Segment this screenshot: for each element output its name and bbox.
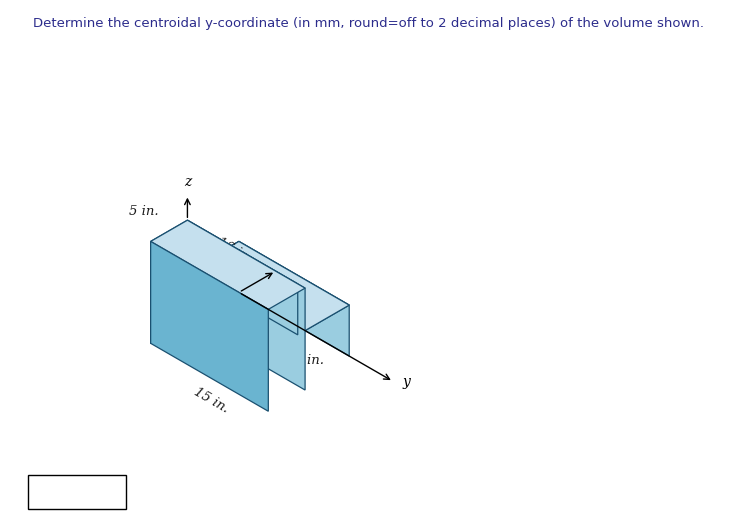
Text: x: x — [259, 264, 267, 278]
Bar — [28, 475, 126, 508]
Polygon shape — [150, 242, 239, 343]
Text: Determine the centroidal y-coordinate (in mm, round=off to 2 decimal places) of : Determine the centroidal y-coordinate (i… — [33, 17, 704, 30]
Polygon shape — [188, 220, 305, 390]
Text: z: z — [184, 175, 191, 189]
Polygon shape — [150, 242, 349, 356]
Text: 12 in.: 12 in. — [175, 331, 215, 361]
Polygon shape — [188, 220, 298, 335]
Polygon shape — [188, 242, 349, 335]
Text: 16 in.: 16 in. — [215, 235, 254, 265]
Polygon shape — [239, 242, 349, 356]
Text: 6 in.: 6 in. — [213, 252, 226, 282]
Text: y: y — [402, 374, 410, 389]
Text: 5 in.: 5 in. — [129, 205, 159, 218]
Text: 15 in.: 15 in. — [191, 385, 230, 416]
Text: 12 in.: 12 in. — [286, 354, 325, 367]
Polygon shape — [150, 220, 188, 343]
Polygon shape — [150, 242, 269, 411]
Polygon shape — [150, 220, 305, 310]
